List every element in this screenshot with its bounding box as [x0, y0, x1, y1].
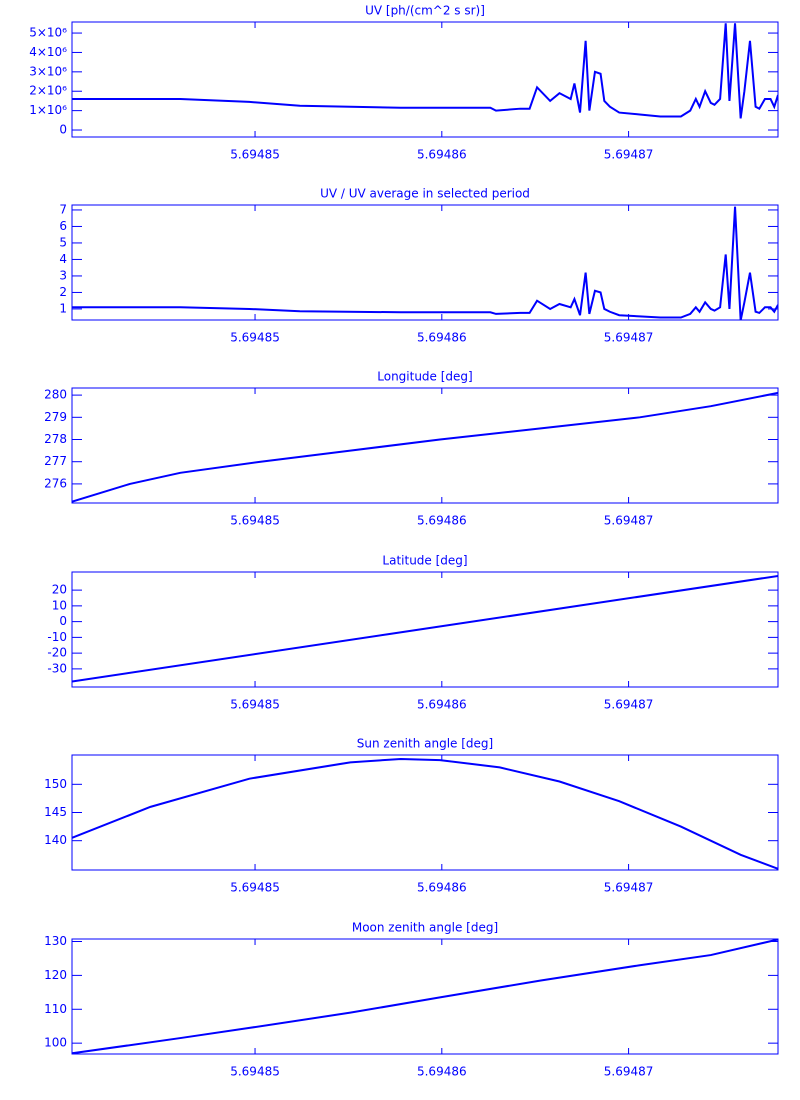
y-tick-label: 2×10⁶: [29, 84, 67, 98]
plot-frame: [71, 938, 779, 1055]
data-line: [72, 23, 778, 119]
y-tick-label: 20: [52, 583, 67, 597]
x-tick-label: 5.69487: [604, 1065, 654, 1079]
y-tick-label: 278: [44, 432, 67, 446]
y-tick-label: 6: [59, 219, 67, 233]
x-tick-label: 5.69487: [604, 514, 654, 528]
y-tick-label: 5×10⁶: [29, 26, 67, 40]
x-tick-label: 5.69486: [417, 148, 467, 162]
y-tick-label: 3: [59, 268, 67, 282]
y-tick-label: 150: [44, 777, 67, 791]
data-line: [72, 206, 778, 320]
chart-title: Moon zenith angle [deg]: [352, 921, 498, 935]
y-tick-label: -20: [47, 646, 67, 660]
chart-title: Longitude [deg]: [377, 370, 472, 384]
x-tick-label: 5.69486: [417, 1065, 467, 1079]
plot-frame: [71, 571, 779, 688]
x-tick-label: 5.69487: [604, 881, 654, 895]
x-tick-label: 5.69487: [604, 148, 654, 162]
y-tick-label: 277: [44, 454, 67, 468]
y-tick-label: -10: [47, 630, 67, 644]
x-tick-label: 5.69486: [417, 331, 467, 345]
plot-frame: [71, 754, 779, 871]
y-tick-label: 1×10⁶: [29, 103, 67, 117]
x-tick-label: 5.69486: [417, 514, 467, 528]
y-tick-label: 110: [44, 1002, 67, 1016]
y-tick-label: 140: [44, 833, 67, 847]
plot-frame: [71, 387, 779, 504]
x-tick-label: 5.69485: [230, 514, 280, 528]
data-line: [72, 757, 778, 870]
x-tick-label: 5.69485: [230, 881, 280, 895]
y-tick-label: 7: [59, 202, 67, 216]
y-tick-label: 280: [44, 388, 67, 402]
plot-frame: [71, 21, 779, 138]
data-line: [72, 939, 778, 1054]
y-tick-label: 5: [59, 235, 67, 249]
y-tick-label: 0: [59, 614, 67, 628]
x-tick-label: 5.69487: [604, 331, 654, 345]
y-tick-label: 4×10⁶: [29, 45, 67, 59]
x-tick-label: 5.69485: [230, 331, 280, 345]
x-tick-label: 5.69485: [230, 1065, 280, 1079]
y-tick-label: 100: [44, 1036, 67, 1050]
y-tick-label: 130: [44, 934, 67, 948]
y-tick-label: 120: [44, 968, 67, 982]
x-tick-label: 5.69487: [604, 698, 654, 712]
chart-title: Sun zenith angle [deg]: [357, 737, 493, 751]
data-line: [72, 391, 778, 503]
chart-title: Latitude [deg]: [382, 554, 467, 568]
y-tick-label: 4: [59, 252, 67, 266]
y-tick-label: 279: [44, 410, 67, 424]
y-tick-label: 145: [44, 805, 67, 819]
y-tick-label: 1: [59, 301, 67, 315]
x-tick-label: 5.69486: [417, 881, 467, 895]
chart-title: UV [ph/(cm^2 s sr)]: [365, 4, 485, 18]
x-tick-label: 5.69485: [230, 698, 280, 712]
data-line: [72, 574, 778, 683]
x-tick-label: 5.69485: [230, 148, 280, 162]
y-tick-label: 0: [59, 123, 67, 137]
x-tick-label: 5.69486: [417, 698, 467, 712]
y-tick-label: 2: [59, 285, 67, 299]
plot-frame: [71, 204, 779, 321]
chart-title: UV / UV average in selected period: [320, 187, 530, 201]
y-tick-label: 3×10⁶: [29, 64, 67, 78]
y-tick-label: -30: [47, 661, 67, 675]
y-tick-label: 276: [44, 476, 67, 490]
y-tick-label: 10: [52, 598, 67, 612]
